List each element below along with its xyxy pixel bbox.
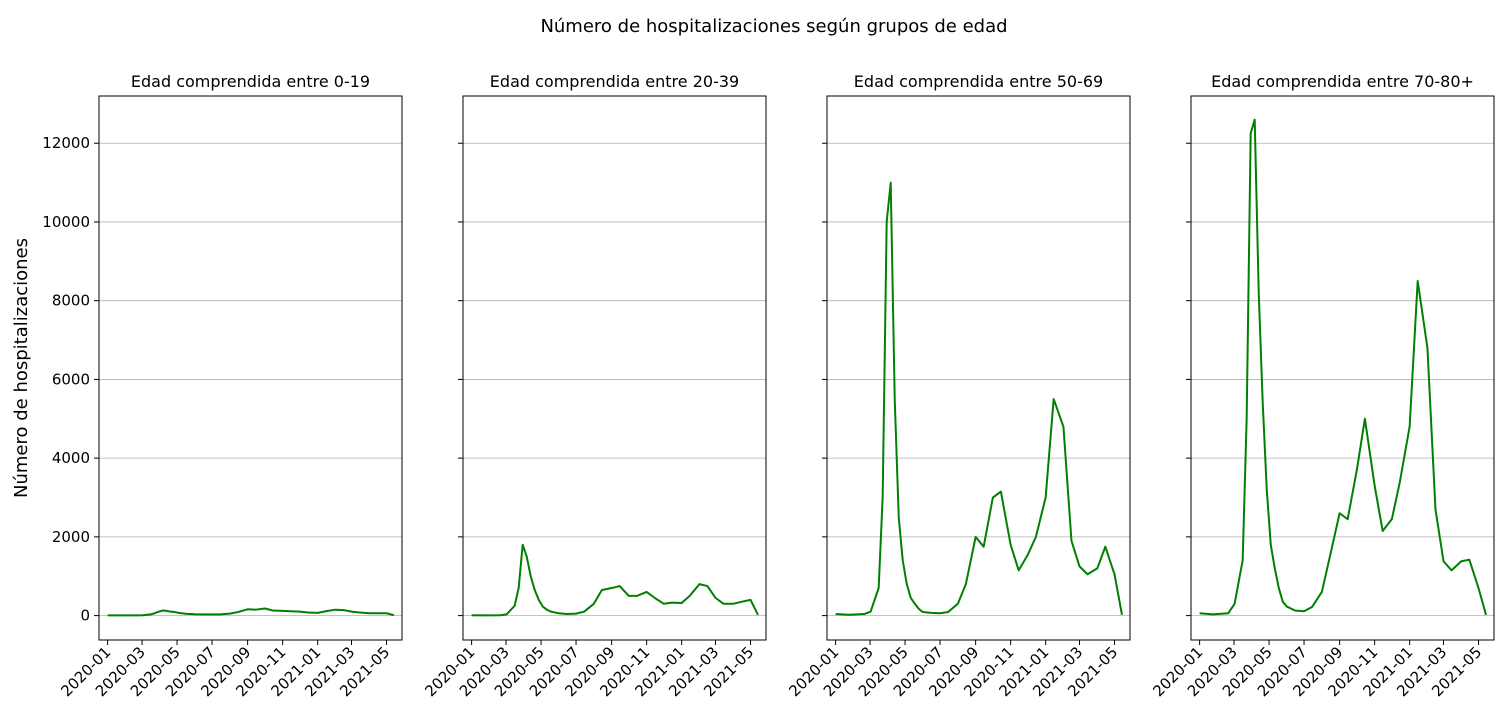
y-tick-label-2000: 2000 xyxy=(52,528,90,546)
y-axis-label: Número de hospitalizaciones xyxy=(11,238,32,498)
series-line-2-1 xyxy=(471,543,759,617)
panel-1: 0200040006000800010000120002020-012020-0… xyxy=(42,72,403,700)
panel-frame-4 xyxy=(1190,95,1495,641)
panel-frame-1 xyxy=(98,95,403,641)
y-tick-label-6000: 6000 xyxy=(52,370,90,388)
panel-4: 2020-012020-032020-052020-072020-092020-… xyxy=(1149,72,1495,700)
panel-frame-2 xyxy=(462,95,767,641)
series-line-1-1 xyxy=(107,607,395,617)
figure-title: Número de hospitalizaciones según grupos… xyxy=(540,16,1007,37)
panel-title-2: Edad comprendida entre 20-39 xyxy=(490,72,739,91)
panel-frame-3 xyxy=(826,95,1131,641)
y-tick-label-4000: 4000 xyxy=(52,449,90,467)
panel-3: 2020-012020-032020-052020-072020-092020-… xyxy=(785,72,1131,700)
y-tick-label-12000: 12000 xyxy=(42,134,90,152)
y-tick-label-10000: 10000 xyxy=(42,213,90,231)
y-tick-label-0: 0 xyxy=(80,607,90,625)
y-tick-label-8000: 8000 xyxy=(52,292,90,310)
panels-group: 0 2000 4000 6000 8000 10000 12000 2020-012020-0… xyxy=(42,72,1495,700)
panel-title-1: Edad comprendida entre 0-19 xyxy=(131,72,370,91)
panel-title-4: Edad comprendida entre 70-80+ xyxy=(1211,72,1474,91)
series-line-4-1 xyxy=(1199,118,1487,616)
panel-2: 2020-012020-032020-052020-072020-092020-… xyxy=(421,72,767,700)
panel-title-3: Edad comprendida entre 50-69 xyxy=(854,72,1103,91)
series-line-3-1 xyxy=(835,181,1123,616)
